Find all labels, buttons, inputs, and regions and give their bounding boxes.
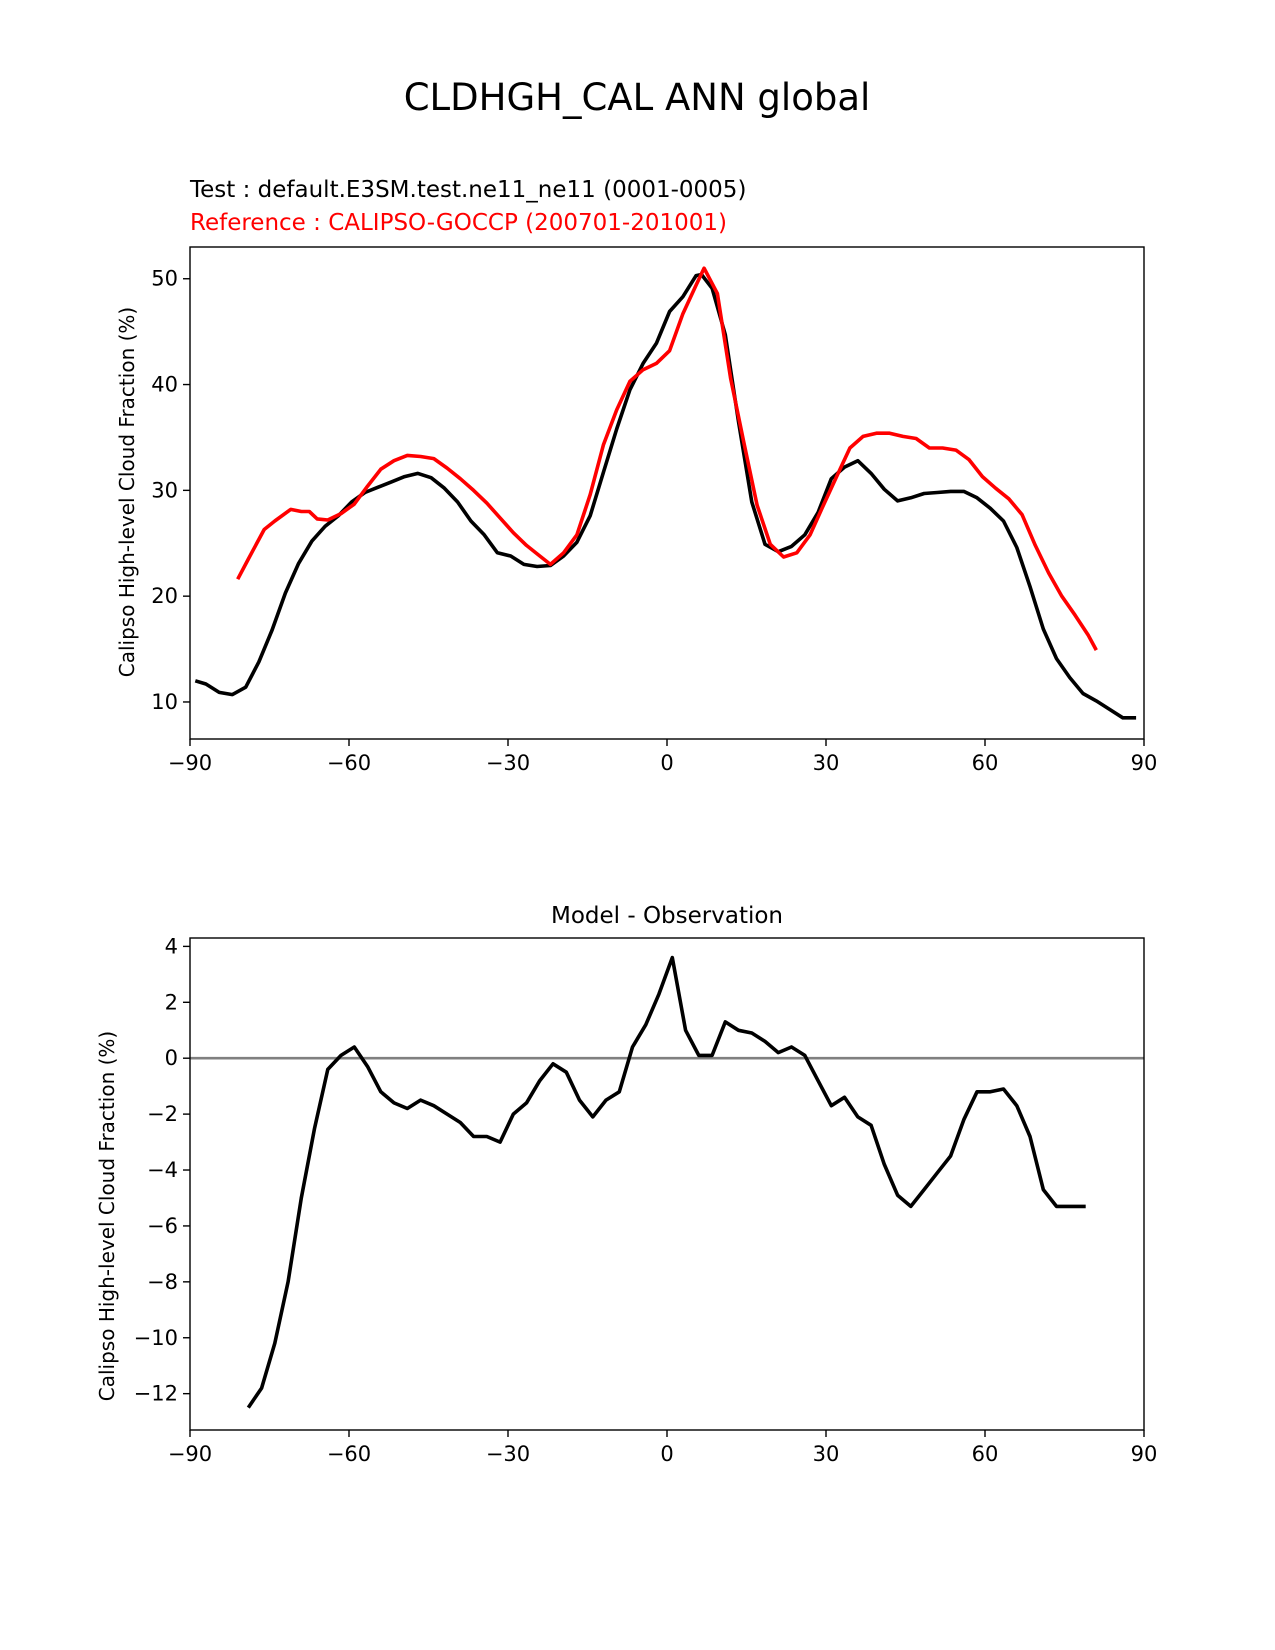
- top-y-axis-label: Calipso High-level Cloud Fraction (%): [115, 307, 139, 677]
- y-tick-label: −8: [147, 1270, 178, 1294]
- y-tick-label: −6: [147, 1214, 178, 1238]
- x-tick-label: 60: [972, 1442, 999, 1466]
- top-plot-area: −90 −60 −30 0 30 60 90 10 20 30 40 50: [151, 246, 1158, 775]
- y-tick-label: 2: [165, 990, 178, 1014]
- test-label: Test : default.E3SM.test.ne11_ne11 (0001…: [189, 177, 746, 203]
- x-tick-label: −90: [168, 1442, 212, 1466]
- bottom-plot-area: −90 −60 −30 0 30 60 90 −12 −10 −8 −6 −4 −2 0 2 4: [134, 934, 1158, 1466]
- x-tick-label: 90: [1131, 751, 1158, 775]
- top-panel: Test : default.E3SM.test.ne11_ne11 (0001…: [115, 177, 1157, 775]
- y-tick-label: 30: [151, 478, 178, 502]
- y-tick-label: −2: [147, 1102, 178, 1126]
- series-line-difference: [246, 955, 1086, 1409]
- x-tick-label: −60: [327, 751, 371, 775]
- x-tick-label: 60: [972, 751, 999, 775]
- y-tick-label: −12: [134, 1382, 178, 1406]
- x-tick-label: 30: [813, 751, 840, 775]
- x-tick-label: 90: [1131, 1442, 1158, 1466]
- y-tick-label: 20: [151, 584, 178, 608]
- series-line-test: [194, 272, 1137, 720]
- y-tick-label: 4: [165, 934, 178, 958]
- figure-title: CLDHGH_CAL ANN global: [404, 76, 871, 119]
- bottom-panel-title: Model - Observation: [551, 903, 783, 929]
- series-line-reference: [236, 266, 1098, 651]
- y-tick-label: −10: [134, 1326, 178, 1350]
- y-tick-label: 50: [151, 267, 178, 291]
- reference-label: Reference : CALIPSO-GOCCP (200701-201001…: [190, 210, 727, 236]
- x-tick-label: −30: [486, 1442, 530, 1466]
- y-tick-label: 10: [151, 690, 178, 714]
- bottom-panel: Model - Observation Calipso High-level C…: [95, 903, 1157, 1466]
- y-tick-label: 0: [165, 1046, 178, 1070]
- x-tick-label: −30: [486, 751, 530, 775]
- bottom-y-axis-label: Calipso High-level Cloud Fraction (%): [95, 1031, 119, 1401]
- x-tick-label: 0: [660, 751, 673, 775]
- x-tick-label: 30: [813, 1442, 840, 1466]
- y-tick-label: 40: [151, 373, 178, 397]
- x-tick-label: −60: [327, 1442, 371, 1466]
- x-tick-label: −90: [168, 751, 212, 775]
- x-tick-label: 0: [660, 1442, 673, 1466]
- y-tick-label: −4: [147, 1158, 178, 1182]
